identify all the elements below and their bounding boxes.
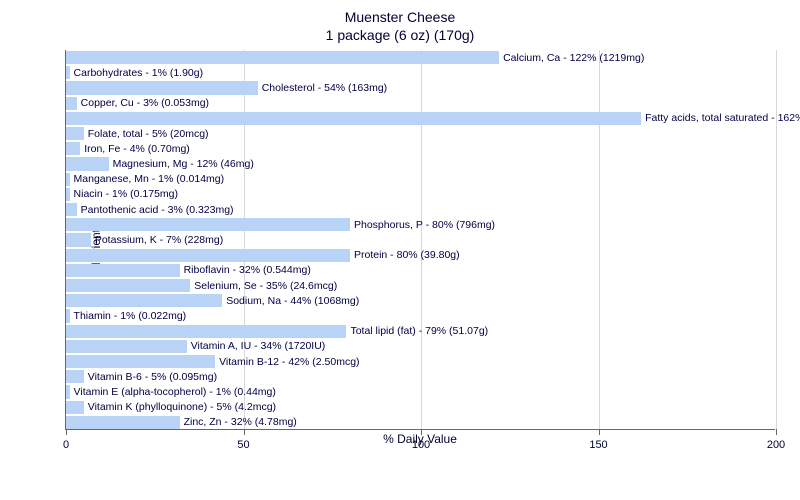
- gridline: [776, 50, 777, 429]
- bar-label: Vitamin E (alpha-tocopherol) - 1% (0.44m…: [70, 386, 276, 398]
- bar: [66, 370, 84, 383]
- bar-row: Iron, Fe - 4% (0.70mg): [66, 142, 190, 155]
- chart-title: Muenster Cheese 1 package (6 oz) (170g): [0, 0, 800, 44]
- bar: [66, 325, 346, 338]
- bar: [66, 203, 77, 216]
- bar: [66, 294, 222, 307]
- bar-label: Sodium, Na - 44% (1068mg): [222, 295, 359, 307]
- x-tick-label: 50: [237, 439, 249, 451]
- bar: [66, 249, 350, 262]
- bar-row: Vitamin E (alpha-tocopherol) - 1% (0.44m…: [66, 385, 276, 398]
- title-line1: Muenster Cheese: [0, 8, 800, 26]
- bar: [66, 233, 91, 246]
- bar-label: Total lipid (fat) - 79% (51.07g): [346, 325, 488, 337]
- bar-label: Folate, total - 5% (20mcg): [84, 128, 209, 140]
- bar-label: Fatty acids, total saturated - 162% (32.…: [641, 112, 800, 124]
- bar-label: Potassium, K - 7% (228mg): [91, 234, 223, 246]
- bar-label: Niacin - 1% (0.175mg): [70, 188, 178, 200]
- bar-label: Magnesium, Mg - 12% (46mg): [109, 158, 254, 170]
- bar-label: Cholesterol - 54% (163mg): [258, 82, 387, 94]
- x-tick: [599, 429, 600, 435]
- bar-label: Phosphorus, P - 80% (796mg): [350, 219, 495, 231]
- bar-row: Thiamin - 1% (0.022mg): [66, 309, 186, 322]
- bar-label: Vitamin B-12 - 42% (2.50mcg): [215, 356, 359, 368]
- x-axis-label: % Daily Value: [383, 432, 457, 446]
- bar: [66, 142, 80, 155]
- x-tick-label: 0: [63, 439, 69, 451]
- bar-label: Vitamin A, IU - 34% (1720IU): [187, 340, 326, 352]
- bar: [66, 340, 187, 353]
- bar-row: Carbohydrates - 1% (1.90g): [66, 66, 203, 79]
- title-line2: 1 package (6 oz) (170g): [0, 26, 800, 44]
- bar-row: Fatty acids, total saturated - 162% (32.…: [66, 112, 800, 125]
- x-tick-label: 150: [589, 439, 607, 451]
- bar-row: Riboflavin - 32% (0.544mg): [66, 264, 311, 277]
- bar-label: Copper, Cu - 3% (0.053mg): [77, 97, 209, 109]
- bar-label: Manganese, Mn - 1% (0.014mg): [70, 173, 225, 185]
- bar-label: Carbohydrates - 1% (1.90g): [70, 67, 204, 79]
- bar-row: Cholesterol - 54% (163mg): [66, 81, 387, 94]
- x-tick-label: 200: [767, 439, 785, 451]
- bar-label: Thiamin - 1% (0.022mg): [70, 310, 187, 322]
- bar: [66, 51, 499, 64]
- bar: [66, 127, 84, 140]
- bar: [66, 355, 215, 368]
- bar-row: Niacin - 1% (0.175mg): [66, 188, 178, 201]
- bar: [66, 112, 641, 125]
- bar-row: Selenium, Se - 35% (24.6mcg): [66, 279, 337, 292]
- chart-area: Nutrient 050100150200Calcium, Ca - 122% …: [65, 50, 775, 450]
- bar-row: Total lipid (fat) - 79% (51.07g): [66, 325, 488, 338]
- bar-row: Vitamin A, IU - 34% (1720IU): [66, 340, 325, 353]
- bar: [66, 401, 84, 414]
- bar-label: Vitamin B-6 - 5% (0.095mg): [84, 371, 217, 383]
- bar-label: Iron, Fe - 4% (0.70mg): [80, 143, 190, 155]
- bar-label: Selenium, Se - 35% (24.6mcg): [190, 280, 337, 292]
- x-tick: [66, 429, 67, 435]
- bar-row: Sodium, Na - 44% (1068mg): [66, 294, 359, 307]
- bar: [66, 279, 190, 292]
- gridline: [599, 50, 600, 429]
- bar: [66, 97, 77, 110]
- bar: [66, 416, 180, 429]
- bar-row: Vitamin B-12 - 42% (2.50mcg): [66, 355, 360, 368]
- bar-label: Riboflavin - 32% (0.544mg): [180, 264, 311, 276]
- gridline: [244, 50, 245, 429]
- plot-region: 050100150200Calcium, Ca - 122% (1219mg)C…: [65, 50, 775, 430]
- bar-row: Vitamin K (phylloquinone) - 5% (4.2mcg): [66, 401, 276, 414]
- x-tick: [244, 429, 245, 435]
- bar-row: Magnesium, Mg - 12% (46mg): [66, 157, 254, 170]
- bar-row: Zinc, Zn - 32% (4.78mg): [66, 416, 297, 429]
- bar-label: Pantothenic acid - 3% (0.323mg): [77, 204, 234, 216]
- bar: [66, 157, 109, 170]
- bar-row: Protein - 80% (39.80g): [66, 249, 460, 262]
- bar-label: Zinc, Zn - 32% (4.78mg): [180, 416, 297, 428]
- bar-row: Calcium, Ca - 122% (1219mg): [66, 51, 644, 64]
- bar-label: Calcium, Ca - 122% (1219mg): [499, 52, 644, 64]
- bar-label: Vitamin K (phylloquinone) - 5% (4.2mcg): [84, 401, 276, 413]
- gridline: [421, 50, 422, 429]
- bar-row: Folate, total - 5% (20mcg): [66, 127, 209, 140]
- bar-row: Phosphorus, P - 80% (796mg): [66, 218, 495, 231]
- bar: [66, 218, 350, 231]
- bar-label: Protein - 80% (39.80g): [350, 249, 460, 261]
- x-tick: [776, 429, 777, 435]
- bar-row: Vitamin B-6 - 5% (0.095mg): [66, 370, 217, 383]
- bar-row: Pantothenic acid - 3% (0.323mg): [66, 203, 234, 216]
- bar-row: Manganese, Mn - 1% (0.014mg): [66, 173, 224, 186]
- bar: [66, 264, 180, 277]
- bar: [66, 81, 258, 94]
- bar-row: Copper, Cu - 3% (0.053mg): [66, 97, 209, 110]
- bar-row: Potassium, K - 7% (228mg): [66, 233, 223, 246]
